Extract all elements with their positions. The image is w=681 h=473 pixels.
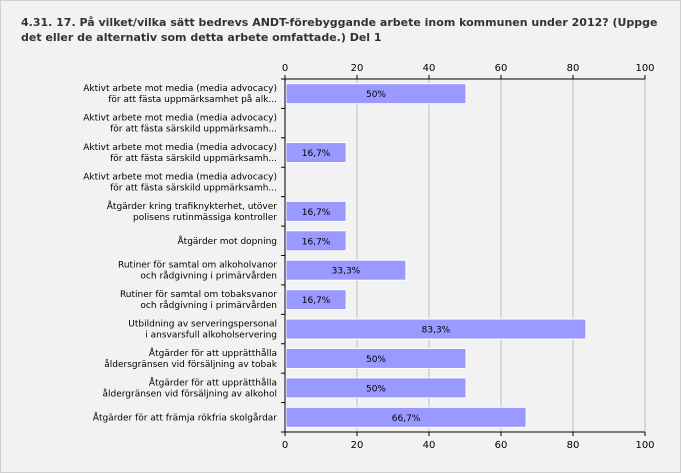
x-tick-label-top: 100 xyxy=(635,63,654,74)
category-label: Åtgärder för att upprätthålla xyxy=(149,347,277,359)
category-label: Utbildning av serveringspersonal xyxy=(128,320,277,330)
category-label: åldergränsen vid försäljning av alkohol xyxy=(102,388,277,399)
bar xyxy=(285,230,347,252)
bar-value-label: 16,7% xyxy=(302,149,331,159)
bar xyxy=(285,142,347,164)
bar-value-label: 16,7% xyxy=(302,237,331,247)
category-label: och rådgivning i primärvården xyxy=(140,271,277,282)
bar-value-label: 50% xyxy=(366,384,386,394)
category-label: polisens rutinmässiga kontroller xyxy=(133,213,277,223)
x-tick-label-top: 20 xyxy=(351,63,364,74)
category-label: Rutiner för samtal om tobaksvanor xyxy=(120,290,277,300)
bar xyxy=(285,289,347,311)
category-label: Aktivt arbete mot media (media advocacy) xyxy=(83,172,277,182)
bar-value-label: 66,7% xyxy=(392,414,421,424)
category-label: i ansvarsfull alkoholservering xyxy=(145,331,277,341)
bar xyxy=(285,406,527,428)
bar xyxy=(285,83,467,105)
x-tick-label-bottom: 100 xyxy=(635,440,654,451)
bar xyxy=(285,347,467,369)
bar-value-label: 16,7% xyxy=(302,296,331,306)
bar xyxy=(285,259,407,281)
bar xyxy=(285,200,347,222)
category-label: för att fästa särskild uppmärksamh... xyxy=(110,183,277,193)
bar-value-label: 50% xyxy=(366,90,386,100)
x-tick-label-top: 0 xyxy=(282,63,288,74)
bar-value-label: 16,7% xyxy=(302,208,331,218)
x-tick-label-bottom: 60 xyxy=(495,440,508,451)
category-label: Rutiner för samtal om alkoholvanor xyxy=(118,261,277,271)
category-label: Åtgärder för att upprätthålla xyxy=(149,376,277,388)
category-label: Aktivt arbete mot media (media advocacy) xyxy=(83,84,277,94)
x-tick-label-top: 40 xyxy=(423,63,436,74)
category-label: åldersgränsen vid försäljning av tobak xyxy=(104,359,278,370)
category-label: för att fästa särskild uppmärksamh... xyxy=(110,125,277,135)
category-label: och rådgivning i primärvården xyxy=(140,300,277,311)
plot-area xyxy=(285,79,645,432)
bar-value-label: 50% xyxy=(366,355,386,365)
category-label: Åtgärder mot dopning xyxy=(178,235,277,247)
chart-title: 4.31. 17. På vilket/vilka sätt bedrevs A… xyxy=(21,16,658,44)
x-tick-label-top: 80 xyxy=(567,63,580,74)
category-label: för att fästa särskild uppmärksamh... xyxy=(110,154,277,164)
category-label: för att fästa uppmärksamhet på alk... xyxy=(108,94,277,105)
category-label: Aktivt arbete mot media (media advocacy) xyxy=(83,114,277,124)
x-tick-label-bottom: 80 xyxy=(567,440,580,451)
bar xyxy=(285,377,467,399)
bar xyxy=(285,318,587,340)
category-label: Aktivt arbete mot media (media advocacy) xyxy=(83,143,277,153)
bar-value-label: 33,3% xyxy=(332,267,361,277)
x-tick-label-bottom: 0 xyxy=(282,440,288,451)
x-tick-label-bottom: 20 xyxy=(351,440,364,451)
category-label: Åtgärder kring trafiknykterhet, utöver xyxy=(107,200,278,212)
x-tick-label-top: 60 xyxy=(495,63,508,74)
bar-value-label: 83,3% xyxy=(422,326,451,336)
category-label: Åtgärder för att främja rökfria skolgård… xyxy=(93,411,278,423)
x-tick-label-bottom: 40 xyxy=(423,440,436,451)
